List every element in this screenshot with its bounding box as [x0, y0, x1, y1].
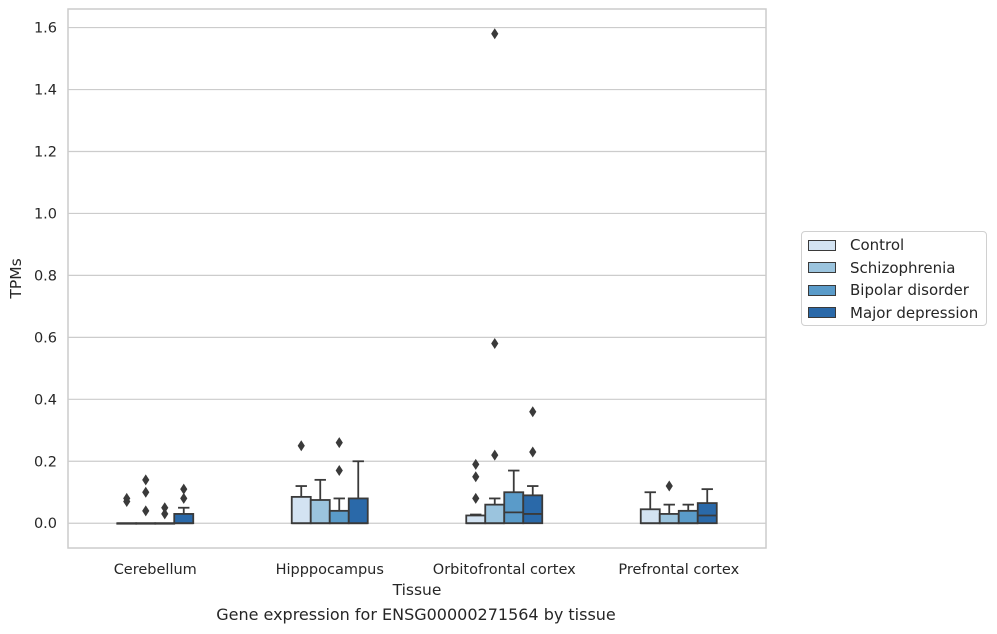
legend-label: Major depression	[850, 303, 979, 322]
legend-item: Bipolar disorder	[808, 280, 969, 300]
outlier-point	[180, 492, 188, 504]
y-tick-label: 1.2	[34, 144, 57, 160]
chart-caption: Gene expression for ENSG00000271564 by t…	[216, 605, 616, 624]
outlier-point	[123, 492, 131, 504]
x-axis-title: Tissue	[392, 581, 442, 599]
outlier-point	[472, 471, 480, 483]
y-tick-label: 1.4	[34, 83, 57, 99]
y-tick-label: 0.6	[34, 330, 57, 346]
outlier-point	[491, 338, 499, 350]
box	[465, 514, 487, 525]
outlier-point	[335, 465, 343, 477]
box	[522, 494, 544, 525]
y-tick-label: 0.0	[34, 516, 57, 532]
x-tick-label: Hipppocampus	[276, 562, 384, 578]
legend-swatch	[808, 262, 836, 273]
legend-label: Schizophrenia	[850, 258, 956, 277]
plot-area	[68, 9, 766, 548]
outlier-point	[529, 446, 537, 458]
outlier-point	[161, 502, 169, 514]
outlier-point	[529, 406, 537, 418]
box	[309, 499, 331, 525]
box	[484, 503, 506, 525]
outlier-point	[335, 437, 343, 449]
outlier-point	[180, 483, 188, 495]
outlier-point	[472, 492, 480, 504]
outlier-point	[161, 508, 169, 520]
outlier-point	[665, 480, 673, 492]
box	[658, 513, 680, 525]
legend-label: Bipolar disorder	[850, 281, 969, 299]
box	[503, 491, 525, 525]
box	[347, 497, 369, 525]
box	[677, 509, 699, 525]
x-tick-label: Prefrontal cortex	[618, 562, 739, 578]
box	[173, 513, 195, 525]
outlier-point	[491, 28, 499, 40]
plot-frame	[67, 8, 767, 549]
legend-item: Major depression	[808, 303, 978, 323]
y-tick-label: 0.8	[34, 268, 57, 284]
box	[696, 502, 718, 525]
box	[290, 495, 312, 525]
outlier-point	[142, 505, 150, 517]
y-tick-label: 0.2	[34, 454, 57, 470]
box	[639, 508, 661, 525]
outlier-point	[472, 458, 480, 470]
y-axis-title: TPMs	[7, 258, 25, 299]
legend-item: Control	[808, 235, 904, 255]
y-tick-label: 0.4	[34, 392, 57, 408]
legend-label: Control	[850, 236, 905, 254]
chart-legend: Control Schizophrenia Bipolar disorder Majo…	[801, 231, 987, 326]
y-tick-label: 1.6	[34, 21, 57, 37]
x-tick-label: Orbitofrontal cortex	[433, 562, 576, 578]
legend-swatch	[808, 307, 836, 318]
y-tick-label: 1.0	[34, 206, 57, 222]
outlier-point	[297, 440, 305, 452]
legend-swatch	[808, 284, 836, 296]
x-tick-label: Cerebellum	[114, 562, 197, 578]
legend-swatch	[808, 239, 836, 251]
box	[328, 509, 350, 525]
legend-item: Schizophrenia	[808, 258, 955, 278]
outlier-point	[142, 486, 150, 498]
outlier-point	[142, 474, 150, 486]
outlier-point	[491, 449, 499, 461]
